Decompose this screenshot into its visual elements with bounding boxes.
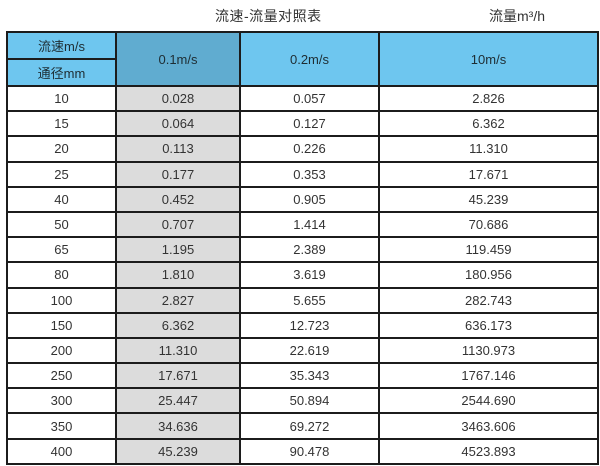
table-row: 100 2.827 5.655 282.743 — [6, 286, 599, 314]
flow-value-cell: 0.707 — [115, 210, 241, 239]
diameter-cell: 20 — [6, 135, 117, 163]
diameter-cell: 65 — [6, 236, 117, 264]
flow-value-cell: 1.810 — [115, 261, 241, 289]
diameter-cell: 40 — [6, 185, 117, 213]
flow-value-cell: 0.177 — [115, 160, 241, 188]
flow-value-cell: 180.956 — [378, 261, 599, 289]
table-title: 流速-流量对照表 — [215, 8, 322, 24]
flow-value-cell: 45.239 — [115, 437, 241, 466]
column-header-10ms: 10m/s — [378, 31, 599, 87]
table-row: 400 45.239 90.478 4523.893 — [6, 437, 599, 466]
table-row: 15 0.064 0.127 6.362 — [6, 110, 599, 138]
corner-header-diameter: 通径mm — [6, 58, 117, 87]
flow-value-cell: 90.478 — [239, 437, 380, 466]
flow-value-cell: 50.894 — [239, 387, 380, 415]
flow-value-cell: 35.343 — [239, 362, 380, 390]
flow-value-cell: 6.362 — [115, 311, 241, 339]
table-row: 25 0.177 0.353 17.671 — [6, 160, 599, 188]
table-row: 80 1.810 3.619 180.956 — [6, 261, 599, 289]
flow-value-cell: 1.195 — [115, 236, 241, 264]
table-row: 300 25.447 50.894 2544.690 — [6, 387, 599, 415]
flow-value-cell: 0.057 — [239, 84, 380, 113]
flow-value-cell: 11.310 — [378, 135, 599, 163]
table-row: 50 0.707 1.414 70.686 — [6, 210, 599, 239]
flow-value-cell: 6.362 — [378, 110, 599, 138]
flow-value-cell: 1.414 — [239, 210, 380, 239]
diameter-cell: 200 — [6, 336, 117, 365]
flow-value-cell: 22.619 — [239, 336, 380, 365]
flow-value-cell: 2.827 — [115, 286, 241, 314]
flow-value-cell: 17.671 — [115, 362, 241, 390]
flow-value-cell: 69.272 — [239, 412, 380, 440]
flow-value-cell: 3463.606 — [378, 412, 599, 440]
flow-value-cell: 2.389 — [239, 236, 380, 264]
diameter-cell: 100 — [6, 286, 117, 314]
flow-value-cell: 70.686 — [378, 210, 599, 239]
flow-value-cell: 0.064 — [115, 110, 241, 138]
flow-value-cell: 282.743 — [378, 286, 599, 314]
flow-value-cell: 25.447 — [115, 387, 241, 415]
flow-value-cell: 12.723 — [239, 311, 380, 339]
column-header-0-1ms: 0.1m/s — [115, 31, 241, 87]
table-row: 250 17.671 35.343 1767.146 — [6, 362, 599, 390]
flow-value-cell: 0.113 — [115, 135, 241, 163]
table-header: 流速m/s 0.1m/s 0.2m/s 10m/s 通径mm — [6, 31, 599, 87]
flow-value-cell: 45.239 — [378, 185, 599, 213]
flow-value-cell: 0.028 — [115, 84, 241, 113]
flow-value-cell: 17.671 — [378, 160, 599, 188]
flow-value-cell: 0.226 — [239, 135, 380, 163]
diameter-cell: 300 — [6, 387, 117, 415]
flow-unit-label: 流量m³/h — [489, 8, 545, 24]
flow-rate-table: 流速m/s 0.1m/s 0.2m/s 10m/s 通径mm 10 0.028 0.… — [6, 31, 599, 466]
flow-value-cell: 1767.146 — [378, 362, 599, 390]
flow-value-cell: 2544.690 — [378, 387, 599, 415]
flow-value-cell: 119.459 — [378, 236, 599, 264]
flow-value-cell: 11.310 — [115, 336, 241, 365]
table-row: 200 11.310 22.619 1130.973 — [6, 336, 599, 365]
titlebar: 流速-流量对照表 流量m³/h — [0, 0, 600, 31]
diameter-cell: 350 — [6, 412, 117, 440]
flow-value-cell: 1130.973 — [378, 336, 599, 365]
table-row: 150 6.362 12.723 636.173 — [6, 311, 599, 339]
diameter-cell: 15 — [6, 110, 117, 138]
flow-value-cell: 2.826 — [378, 84, 599, 113]
diameter-cell: 80 — [6, 261, 117, 289]
table-body: 10 0.028 0.057 2.826 15 0.064 0.127 6.362 20 0.11… — [6, 84, 599, 466]
table-row: 65 1.195 2.389 119.459 — [6, 236, 599, 264]
column-header-0-2ms: 0.2m/s — [239, 31, 380, 87]
diameter-cell: 150 — [6, 311, 117, 339]
table-row: 20 0.113 0.226 11.310 — [6, 135, 599, 163]
flow-value-cell: 0.905 — [239, 185, 380, 213]
table-row: 40 0.452 0.905 45.239 — [6, 185, 599, 213]
flow-value-cell: 3.619 — [239, 261, 380, 289]
diameter-cell: 10 — [6, 84, 117, 113]
diameter-cell: 25 — [6, 160, 117, 188]
flow-value-cell: 5.655 — [239, 286, 380, 314]
flow-value-cell: 0.452 — [115, 185, 241, 213]
flow-value-cell: 0.353 — [239, 160, 380, 188]
flow-value-cell: 636.173 — [378, 311, 599, 339]
flow-value-cell: 0.127 — [239, 110, 380, 138]
flow-value-cell: 34.636 — [115, 412, 241, 440]
diameter-cell: 50 — [6, 210, 117, 239]
diameter-cell: 250 — [6, 362, 117, 390]
flow-value-cell: 4523.893 — [378, 437, 599, 466]
table-row: 10 0.028 0.057 2.826 — [6, 84, 599, 113]
table-row: 350 34.636 69.272 3463.606 — [6, 412, 599, 440]
corner-header-velocity: 流速m/s — [6, 31, 117, 60]
diameter-cell: 400 — [6, 437, 117, 466]
